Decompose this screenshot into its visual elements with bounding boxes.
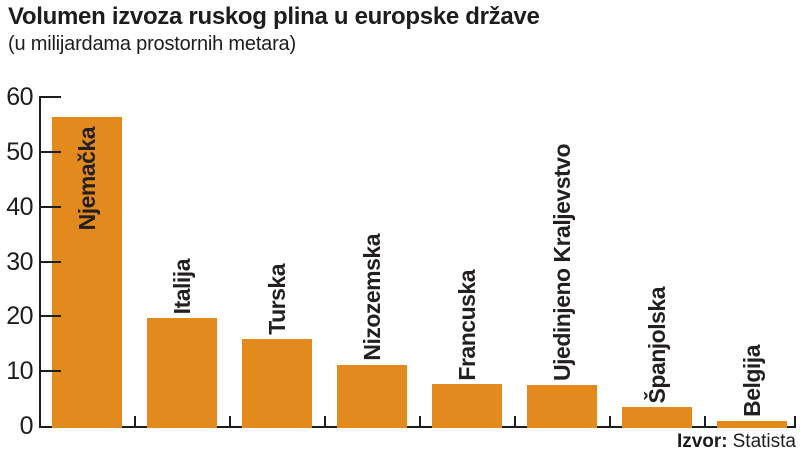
bar-label: Turska bbox=[264, 264, 290, 335]
x-axis-tick bbox=[228, 416, 231, 426]
y-axis-tick bbox=[39, 370, 61, 373]
bar bbox=[622, 407, 692, 428]
y-tick-label: 0 bbox=[19, 412, 34, 440]
y-axis-line bbox=[39, 97, 41, 428]
y-tick-label: 50 bbox=[6, 137, 33, 166]
y-tick-label: 40 bbox=[6, 192, 33, 221]
chart-subtitle: (u milijardama prostornih metara) bbox=[8, 33, 296, 55]
y-tick-label: 30 bbox=[6, 247, 33, 276]
bar-label: Njemačka bbox=[74, 127, 100, 231]
bar bbox=[527, 384, 597, 428]
bar bbox=[147, 317, 217, 428]
y-axis-tick bbox=[39, 205, 61, 208]
bar-label: Francuska bbox=[454, 269, 480, 381]
y-axis-tick bbox=[39, 96, 61, 98]
bar bbox=[242, 338, 312, 428]
x-axis-tick bbox=[323, 416, 326, 426]
bar bbox=[432, 384, 502, 428]
bar bbox=[52, 117, 122, 428]
source: Izvor: Statista bbox=[677, 431, 796, 453]
x-axis-end-tick bbox=[794, 416, 796, 426]
chart-title: Volumen izvoza ruskog plina u europske d… bbox=[8, 3, 540, 30]
bar bbox=[717, 421, 787, 428]
bar-label: Španjolska bbox=[644, 286, 670, 404]
bar-label: Ujedinjeno Kraljevstvo bbox=[549, 143, 575, 381]
x-axis-tick bbox=[608, 416, 611, 426]
x-axis-tick bbox=[418, 416, 421, 426]
x-axis-tick bbox=[703, 416, 706, 426]
y-tick-label: 60 bbox=[6, 83, 33, 111]
source-value: Statista bbox=[732, 431, 796, 452]
y-tick-label: 10 bbox=[6, 357, 33, 386]
bar-label: Nizozemska bbox=[359, 233, 385, 361]
bar-label: Belgija bbox=[739, 345, 765, 418]
bar bbox=[337, 364, 407, 428]
x-axis-line bbox=[39, 426, 796, 428]
y-axis-tick bbox=[39, 260, 61, 263]
y-axis-tick bbox=[39, 315, 61, 318]
x-axis-tick bbox=[133, 416, 136, 426]
source-label: Izvor: bbox=[676, 431, 728, 452]
x-axis-tick bbox=[513, 416, 516, 426]
y-tick-label: 20 bbox=[6, 302, 33, 331]
y-axis-tick bbox=[39, 150, 61, 153]
bar-label: Italija bbox=[169, 258, 195, 314]
